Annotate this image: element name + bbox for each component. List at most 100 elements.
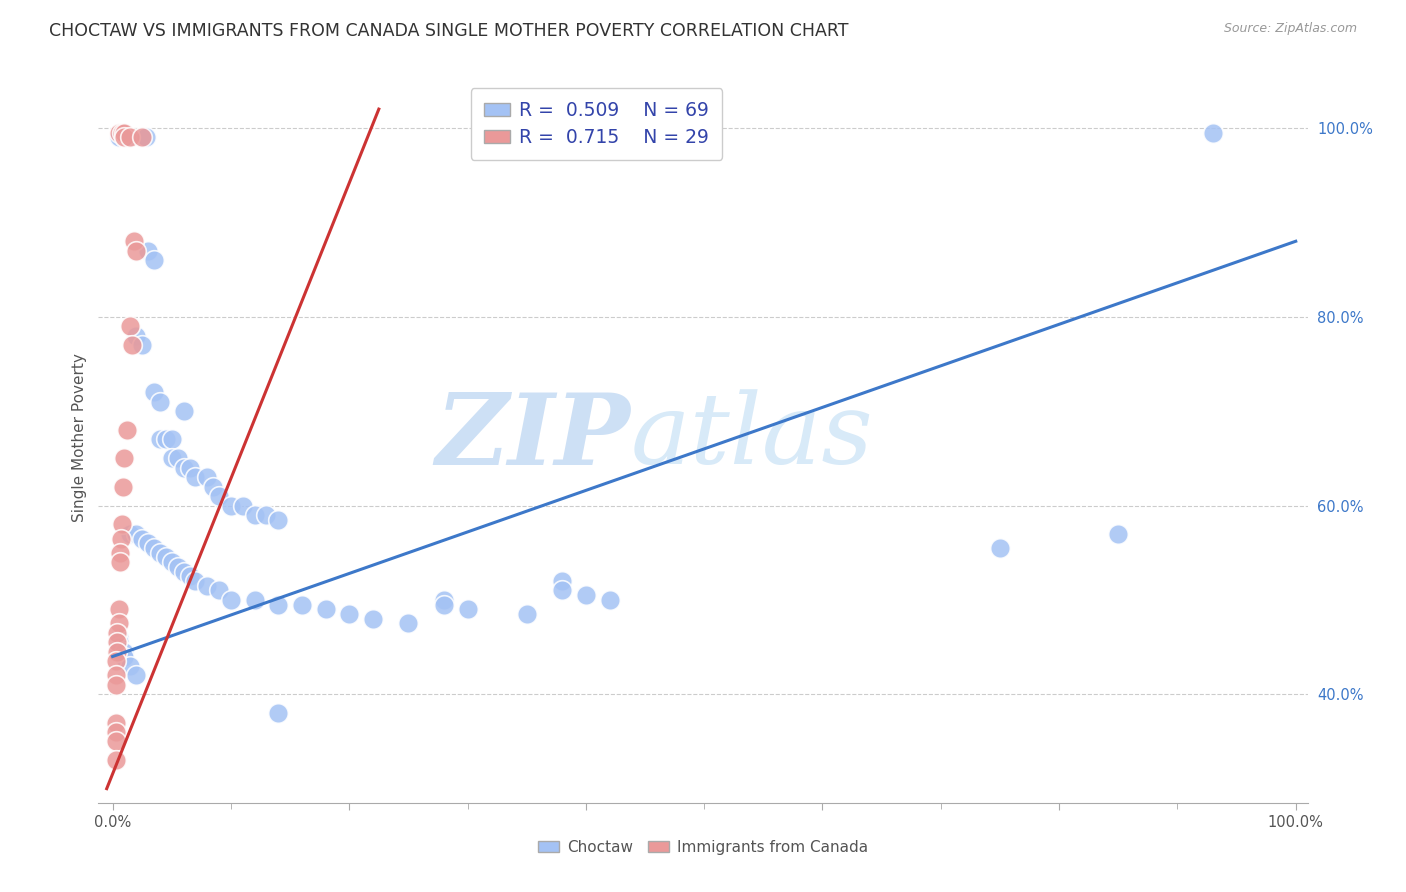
Point [131, 130, 153, 145]
Point [551, 583, 574, 598]
Point [120, 526, 142, 541]
Point [149, 546, 172, 560]
Point [105, 654, 128, 668]
Point [575, 588, 598, 602]
Point [122, 234, 145, 248]
Point [135, 130, 157, 145]
Text: Source: ZipAtlas.com: Source: ZipAtlas.com [1223, 22, 1357, 36]
Point [131, 532, 153, 546]
Point [1202, 126, 1225, 140]
Point [125, 328, 148, 343]
Point [107, 631, 129, 645]
Point [267, 706, 290, 720]
Point [243, 593, 266, 607]
Point [457, 602, 479, 616]
Point [1107, 526, 1129, 541]
Point [315, 602, 337, 616]
Point [160, 555, 183, 569]
Point [599, 593, 621, 607]
Point [114, 130, 136, 145]
Point [143, 541, 166, 555]
Point [143, 385, 166, 400]
Point [107, 126, 129, 140]
Point [337, 607, 360, 621]
Point [105, 668, 128, 682]
Point [115, 130, 138, 145]
Point [125, 668, 148, 682]
Point [202, 480, 225, 494]
Point [107, 640, 129, 654]
Point [433, 593, 456, 607]
Point [219, 499, 242, 513]
Point [110, 532, 132, 546]
Point [173, 565, 195, 579]
Point [105, 734, 128, 748]
Point [114, 130, 136, 145]
Point [173, 404, 195, 418]
Point [208, 583, 231, 598]
Point [115, 130, 138, 145]
Point [131, 338, 153, 352]
Point [361, 612, 384, 626]
Point [125, 244, 148, 258]
Point [155, 550, 177, 565]
Point [267, 513, 290, 527]
Point [105, 725, 128, 739]
Point [120, 130, 142, 145]
Point [112, 480, 135, 494]
Point [155, 433, 177, 447]
Point [988, 541, 1011, 555]
Point [195, 470, 218, 484]
Point [184, 574, 207, 588]
Text: ZIP: ZIP [436, 389, 630, 485]
Point [120, 319, 142, 334]
Point [166, 451, 188, 466]
Point [114, 126, 136, 140]
Y-axis label: Single Mother Poverty: Single Mother Poverty [72, 352, 87, 522]
Point [166, 559, 188, 574]
Point [149, 394, 172, 409]
Point [108, 555, 131, 569]
Point [131, 130, 153, 145]
Point [111, 126, 134, 140]
Point [208, 489, 231, 503]
Point [105, 635, 128, 649]
Point [149, 433, 172, 447]
Point [173, 460, 195, 475]
Point [107, 635, 129, 649]
Point [111, 517, 134, 532]
Point [105, 678, 128, 692]
Text: CHOCTAW VS IMMIGRANTS FROM CANADA SINGLE MOTHER POVERTY CORRELATION CHART: CHOCTAW VS IMMIGRANTS FROM CANADA SINGLE… [49, 22, 849, 40]
Point [136, 244, 159, 258]
Point [121, 338, 143, 352]
Point [115, 423, 138, 437]
Point [179, 460, 201, 475]
Point [551, 574, 574, 588]
Point [160, 451, 183, 466]
Point [433, 598, 456, 612]
Point [125, 526, 148, 541]
Text: atlas: atlas [630, 390, 873, 484]
Point [184, 470, 207, 484]
Legend: Choctaw, Immigrants from Canada: Choctaw, Immigrants from Canada [531, 834, 875, 861]
Point [105, 753, 128, 767]
Point [396, 616, 419, 631]
Point [179, 569, 201, 583]
Point [232, 499, 254, 513]
Point [114, 645, 136, 659]
Point [143, 253, 166, 268]
Point [254, 508, 277, 522]
Point [114, 649, 136, 664]
Point [267, 598, 290, 612]
Point [107, 602, 129, 616]
Point [107, 616, 129, 631]
Point [114, 451, 136, 466]
Point [219, 593, 242, 607]
Point [516, 607, 538, 621]
Point [243, 508, 266, 522]
Point [107, 130, 129, 145]
Point [120, 659, 142, 673]
Point [105, 645, 128, 659]
Point [136, 536, 159, 550]
Point [105, 626, 128, 640]
